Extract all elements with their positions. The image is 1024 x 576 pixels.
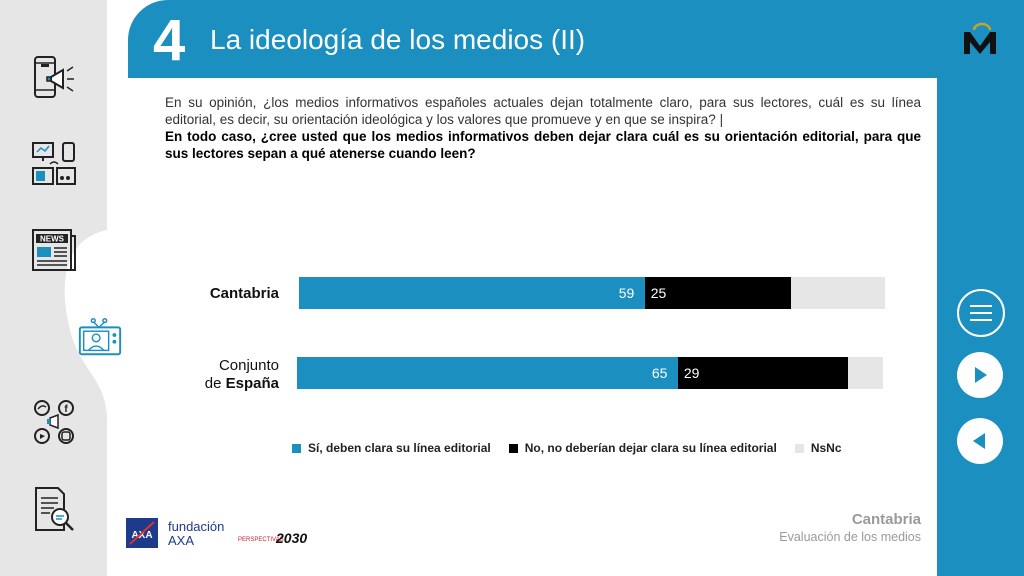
question-part2: En todo caso, ¿cree usted que los medios… <box>165 129 921 161</box>
category-label-espana-prefix: de <box>204 375 226 392</box>
bar-segment-cantabria-no <box>644 277 792 309</box>
brand-logo <box>964 22 996 54</box>
previous-button[interactable] <box>957 418 1003 464</box>
category-label-espana-bold: España <box>225 375 279 392</box>
next-button[interactable] <box>957 352 1003 398</box>
legend-swatch-si <box>292 443 301 453</box>
previous-icon <box>973 433 985 449</box>
data-label-espana-no: 29 <box>683 365 700 381</box>
next-icon <box>975 367 987 383</box>
bar-segment-espana-si <box>297 357 678 389</box>
category-label-espana-line1: Conjunto <box>218 357 279 374</box>
category-label-espana: Conjunto de España <box>205 357 279 393</box>
bar-segment-espana-no <box>677 357 848 389</box>
header-bar <box>128 0 937 78</box>
document-search-icon[interactable] <box>30 486 78 534</box>
question-part1: En su opinión, ¿los medios informativos … <box>165 95 921 127</box>
legend-swatch-no <box>508 443 518 453</box>
legend-item-no: No, no deberían dejar clara su línea edi… <box>508 441 777 455</box>
bar-segment-cantabria-si <box>299 277 645 309</box>
data-label-cantabria-no: 25 <box>650 285 667 301</box>
category-label-cantabria: Cantabria <box>209 285 279 302</box>
section-number: 4 <box>153 8 186 73</box>
perspectivas-2030-logo: 2030 <box>276 530 308 546</box>
legend-label-no: No, no deberían dejar clara su línea edi… <box>524 441 777 455</box>
svg-text:AXA: AXA <box>131 530 152 541</box>
social-media-icon[interactable]: f <box>30 398 78 446</box>
menu-icon <box>970 305 992 321</box>
tv-presenter-icon[interactable] <box>76 312 124 360</box>
survey-question: En su opinión, ¿los medios informativos … <box>165 94 921 162</box>
footer-region: Cantabria <box>851 511 921 528</box>
bar-segment-espana-nsnc <box>847 357 883 389</box>
right-sidebar <box>937 0 1024 576</box>
page-title: La ideología de los medios (II) <box>210 24 586 55</box>
legend-label-nsnc: NsNc <box>810 441 842 455</box>
newspaper-icon[interactable]: NEWS <box>30 226 78 274</box>
legend-item-si: Sí, deben clara su línea editorial <box>292 441 491 455</box>
fundacion-axa-text: fundación AXA <box>168 520 224 548</box>
axa-line1: fundación <box>168 519 225 534</box>
data-label-espana-si: 65 <box>651 365 668 381</box>
legend-label-si: Sí, deben clara su línea editorial <box>308 441 491 455</box>
menu-button[interactable] <box>957 289 1005 337</box>
bar-segment-cantabria-nsnc <box>791 277 885 309</box>
perspectivas-text: PERSPECTIVAS <box>238 537 284 543</box>
footer-subtitle: Evaluación de los medios <box>779 530 921 544</box>
sidebar-wave <box>64 230 107 420</box>
legend: Sí, deben clara su línea editorial No, n… <box>292 441 860 455</box>
axa-line2: AXA <box>168 533 195 548</box>
axa-logo: AXA <box>126 518 158 548</box>
svg-text:NEWS: NEWS <box>40 235 65 244</box>
legend-item-nsnc: NsNc <box>794 441 842 455</box>
data-label-cantabria-si: 59 <box>618 285 635 301</box>
svg-text:f: f <box>64 404 68 415</box>
devices-icon[interactable] <box>30 140 78 188</box>
legend-swatch-nsnc <box>794 443 804 453</box>
mobile-megaphone-icon[interactable] <box>30 54 78 102</box>
